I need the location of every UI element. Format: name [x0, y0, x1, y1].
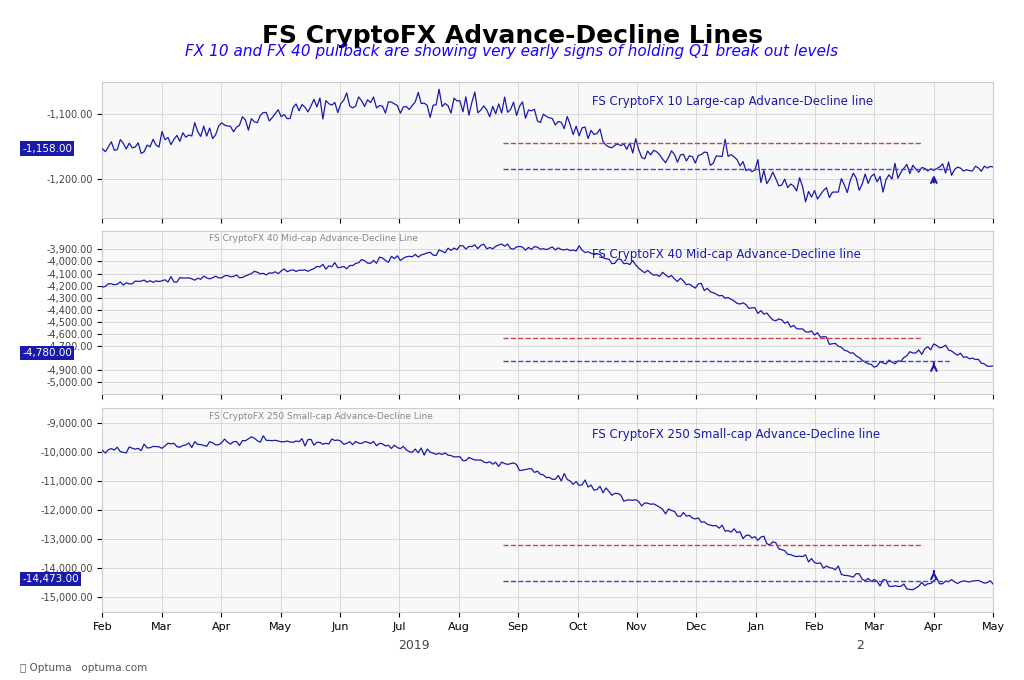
Text: FS CryptoFX 40 Mid-cap Advance-Decline line: FS CryptoFX 40 Mid-cap Advance-Decline l… — [592, 248, 861, 260]
Text: FX 10 and FX 40 pullback are showing very early signs of holding Q1 break out le: FX 10 and FX 40 pullback are showing ver… — [185, 44, 839, 59]
Text: FS CryptoFX 40 Mid-cap Advance-Decline Line: FS CryptoFX 40 Mid-cap Advance-Decline L… — [209, 235, 419, 243]
Text: -14,473.00: -14,473.00 — [23, 574, 79, 584]
Text: -4,780.00: -4,780.00 — [23, 347, 72, 358]
Text: FS CryptoFX 10 Large-cap Advance-Decline line: FS CryptoFX 10 Large-cap Advance-Decline… — [592, 95, 873, 108]
Text: -1,158.00: -1,158.00 — [23, 143, 73, 154]
Text: 2: 2 — [856, 639, 863, 651]
Text: Ⓞ Optuma   optuma.com: Ⓞ Optuma optuma.com — [20, 663, 147, 673]
Text: FS CryptoFX 250 Small-cap Advance-Decline line: FS CryptoFX 250 Small-cap Advance-Declin… — [592, 428, 881, 441]
Text: FS CryptoFX Advance-Decline Lines: FS CryptoFX Advance-Decline Lines — [261, 24, 763, 48]
Text: 2019: 2019 — [398, 639, 430, 651]
Text: FS CryptoFX 250 Small-cap Advance-Decline Line: FS CryptoFX 250 Small-cap Advance-Declin… — [209, 412, 433, 421]
